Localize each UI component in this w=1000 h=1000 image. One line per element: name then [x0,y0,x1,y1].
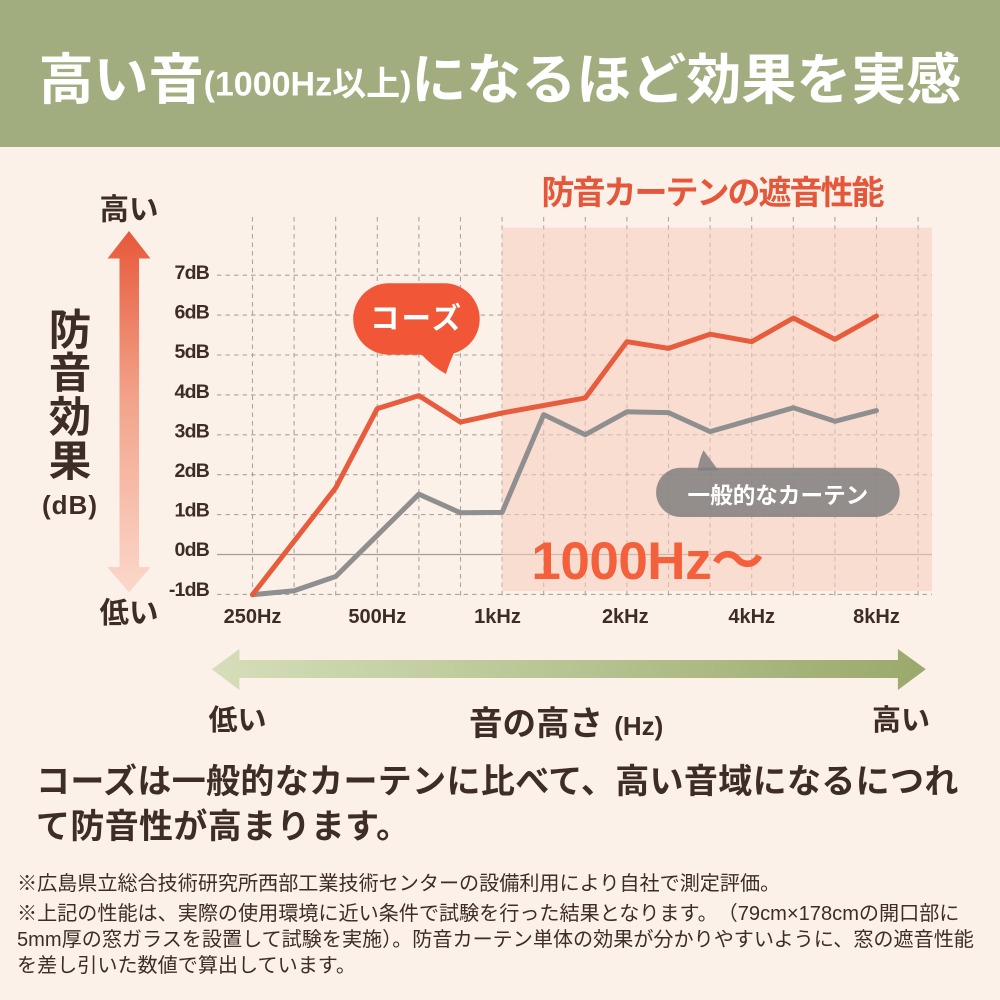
svg-text:3dB: 3dB [175,420,210,442]
svg-text:8kHz: 8kHz [853,606,900,628]
svg-text:500Hz: 500Hz [348,606,406,628]
svg-text:2dB: 2dB [175,460,210,482]
svg-text:1000Hz〜: 1000Hz〜 [531,532,763,591]
svg-text:防音カーテンの遮音性能: 防音カーテンの遮音性能 [542,174,885,211]
svg-text:4kHz: 4kHz [728,606,775,628]
svg-text:防: 防 [49,308,92,355]
svg-text:1dB: 1dB [175,500,210,522]
svg-text:5dB: 5dB [175,341,210,363]
svg-text:高い: 高い [99,194,158,227]
svg-text:低い: 低い [208,704,266,737]
svg-text:2kHz: 2kHz [602,606,649,628]
svg-text:1kHz: 1kHz [474,606,521,628]
svg-text:音: 音 [49,351,92,398]
svg-text:-1dB: -1dB [169,579,210,601]
svg-text:(dB): (dB) [42,490,98,520]
svg-text:音の高さ (Hz): 音の高さ (Hz) [469,706,663,743]
svg-text:7dB: 7dB [175,262,210,284]
svg-text:6dB: 6dB [175,302,210,324]
svg-text:効: 効 [49,395,92,442]
svg-text:一般的なカーテン: 一般的なカーテン [688,484,869,509]
svg-text:コーズ: コーズ [370,302,463,336]
svg-text:低い: 低い [99,597,158,630]
svg-text:果: 果 [49,439,92,486]
svg-text:4dB: 4dB [175,381,210,403]
svg-text:高い: 高い [872,704,930,737]
svg-text:250Hz: 250Hz [224,606,282,628]
svg-text:0dB: 0dB [175,539,210,561]
